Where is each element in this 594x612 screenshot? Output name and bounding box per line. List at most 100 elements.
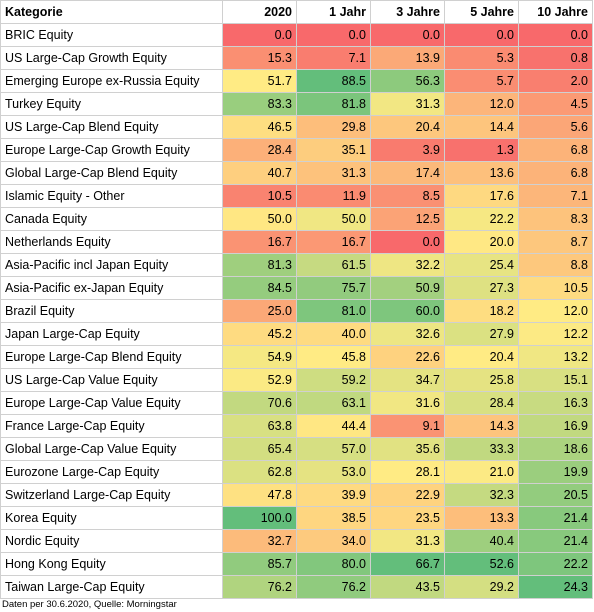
- value-cell: 51.7: [222, 69, 297, 93]
- value-cell: 0.0: [370, 23, 445, 47]
- value-cell: 1.3: [444, 138, 519, 162]
- value-cell: 40.0: [296, 322, 371, 346]
- value-cell: 28.1: [370, 460, 445, 484]
- value-cell: 14.3: [444, 414, 519, 438]
- value-cell: 50.0: [222, 207, 297, 231]
- table-row: Japan Large-Cap Equity 45.2 40.0 32.6 27.9 12…: [0, 322, 593, 346]
- value-cell: 31.6: [370, 391, 445, 415]
- table-row: Asia-Pacific ex-Japan Equity 84.5 75.7 50.9…: [0, 276, 593, 300]
- value-cell: 27.3: [444, 276, 519, 300]
- table-row: Korea Equity 100.0 38.5 23.5 13.3 21.4: [0, 506, 593, 530]
- category-cell: Eurozone Large-Cap Equity: [0, 460, 223, 484]
- value-cell: 21.4: [518, 506, 593, 530]
- table-row: Global Large-Cap Value Equity 65.4 57.0 35.…: [0, 437, 593, 461]
- value-cell: 7.1: [518, 184, 593, 208]
- value-cell: 61.5: [296, 253, 371, 277]
- value-cell: 2.0: [518, 69, 593, 93]
- value-cell: 45.2: [222, 322, 297, 346]
- value-cell: 88.5: [296, 69, 371, 93]
- value-cell: 23.5: [370, 506, 445, 530]
- value-cell: 52.6: [444, 552, 519, 576]
- table-row: US Large-Cap Growth Equity 15.3 7.1 13.9 5.3…: [0, 46, 593, 70]
- category-cell: Global Large-Cap Blend Equity: [0, 161, 223, 185]
- value-cell: 46.5: [222, 115, 297, 139]
- table-row: Eurozone Large-Cap Equity 62.8 53.0 28.1 21.…: [0, 460, 593, 484]
- value-cell: 16.9: [518, 414, 593, 438]
- value-cell: 56.3: [370, 69, 445, 93]
- value-cell: 24.3: [518, 575, 593, 599]
- header-row: Kategorie 2020 1 Jahr 3 Jahre 5 Jahre 10…: [0, 0, 593, 24]
- category-cell: Hong Kong Equity: [0, 552, 223, 576]
- category-cell: Taiwan Large-Cap Equity: [0, 575, 223, 599]
- table-row: Hong Kong Equity 85.7 80.0 66.7 52.6 22.2: [0, 552, 593, 576]
- category-cell: US Large-Cap Growth Equity: [0, 46, 223, 70]
- value-cell: 0.0: [222, 23, 297, 47]
- table-row: Netherlands Equity 16.7 16.7 0.0 20.0 8.7: [0, 230, 593, 254]
- value-cell: 16.3: [518, 391, 593, 415]
- value-cell: 39.9: [296, 483, 371, 507]
- category-cell: Switzerland Large-Cap Equity: [0, 483, 223, 507]
- column-header-10-jahre: 10 Jahre: [518, 0, 593, 24]
- table-row: Islamic Equity - Other 10.5 11.9 8.5 17.6 7.1: [0, 184, 593, 208]
- table-row: Europe Large-Cap Blend Equity 54.9 45.8 22.…: [0, 345, 593, 369]
- category-cell: France Large-Cap Equity: [0, 414, 223, 438]
- value-cell: 8.5: [370, 184, 445, 208]
- value-cell: 70.6: [222, 391, 297, 415]
- value-cell: 81.8: [296, 92, 371, 116]
- value-cell: 83.3: [222, 92, 297, 116]
- value-cell: 57.0: [296, 437, 371, 461]
- value-cell: 25.0: [222, 299, 297, 323]
- value-cell: 32.2: [370, 253, 445, 277]
- value-cell: 15.3: [222, 46, 297, 70]
- value-cell: 19.9: [518, 460, 593, 484]
- category-cell: Islamic Equity - Other: [0, 184, 223, 208]
- category-cell: Korea Equity: [0, 506, 223, 530]
- value-cell: 0.0: [296, 23, 371, 47]
- source-note: Daten per 30.6.2020, Quelle: Morningstar: [2, 599, 177, 610]
- category-cell: Netherlands Equity: [0, 230, 223, 254]
- value-cell: 6.8: [518, 138, 593, 162]
- value-cell: 18.6: [518, 437, 593, 461]
- category-cell: Asia-Pacific ex-Japan Equity: [0, 276, 223, 300]
- category-cell: Europe Large-Cap Value Equity: [0, 391, 223, 415]
- value-cell: 100.0: [222, 506, 297, 530]
- category-cell: US Large-Cap Value Equity: [0, 368, 223, 392]
- value-cell: 13.2: [518, 345, 593, 369]
- category-cell: Global Large-Cap Value Equity: [0, 437, 223, 461]
- table-row: BRIC Equity 0.0 0.0 0.0 0.0 0.0: [0, 23, 593, 47]
- table-row: Europe Large-Cap Growth Equity 28.4 35.1 3.…: [0, 138, 593, 162]
- value-cell: 32.3: [444, 483, 519, 507]
- value-cell: 29.8: [296, 115, 371, 139]
- value-cell: 8.3: [518, 207, 593, 231]
- table-row: Europe Large-Cap Value Equity 70.6 63.1 31.…: [0, 391, 593, 415]
- table-row: Taiwan Large-Cap Equity 76.2 76.2 43.5 29.2 2…: [0, 575, 593, 599]
- value-cell: 18.2: [444, 299, 519, 323]
- value-cell: 22.2: [444, 207, 519, 231]
- value-cell: 76.2: [222, 575, 297, 599]
- value-cell: 20.4: [444, 345, 519, 369]
- value-cell: 31.3: [370, 92, 445, 116]
- category-cell: Brazil Equity: [0, 299, 223, 323]
- value-cell: 17.6: [444, 184, 519, 208]
- value-cell: 7.1: [296, 46, 371, 70]
- value-cell: 12.2: [518, 322, 593, 346]
- value-cell: 31.3: [370, 529, 445, 553]
- value-cell: 76.2: [296, 575, 371, 599]
- value-cell: 16.7: [296, 230, 371, 254]
- value-cell: 62.8: [222, 460, 297, 484]
- column-header-3-jahre: 3 Jahre: [370, 0, 445, 24]
- value-cell: 85.7: [222, 552, 297, 576]
- table-row: Canada Equity 50.0 50.0 12.5 22.2 8.3: [0, 207, 593, 231]
- value-cell: 14.4: [444, 115, 519, 139]
- value-cell: 50.9: [370, 276, 445, 300]
- value-cell: 34.0: [296, 529, 371, 553]
- column-header-2020: 2020: [222, 0, 297, 24]
- value-cell: 43.5: [370, 575, 445, 599]
- value-cell: 22.6: [370, 345, 445, 369]
- column-header-5-jahre: 5 Jahre: [444, 0, 519, 24]
- value-cell: 60.0: [370, 299, 445, 323]
- value-cell: 34.7: [370, 368, 445, 392]
- value-cell: 50.0: [296, 207, 371, 231]
- table-row: Nordic Equity 32.7 34.0 31.3 40.4 21.4: [0, 529, 593, 553]
- value-cell: 40.4: [444, 529, 519, 553]
